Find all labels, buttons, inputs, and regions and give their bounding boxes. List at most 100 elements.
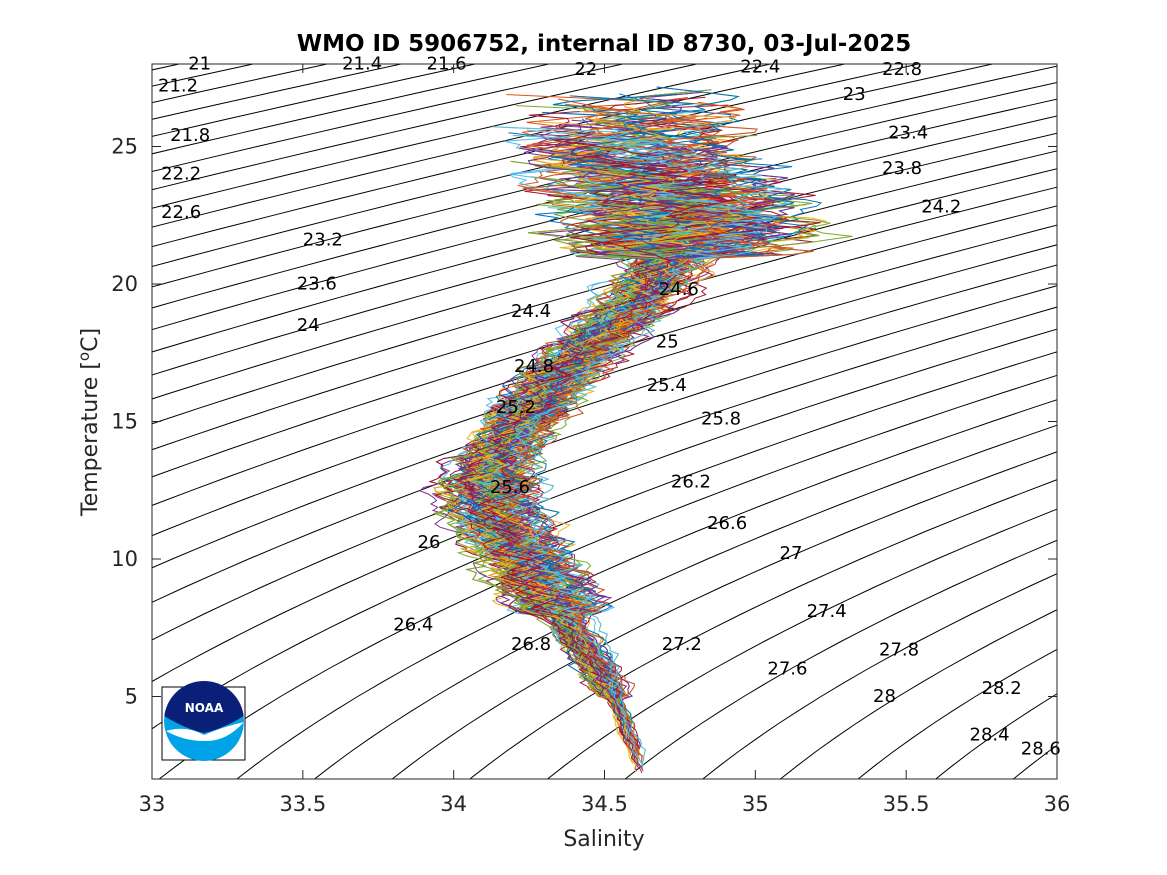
y-tick-label: 25 <box>111 135 138 159</box>
x-tick-label: 33 <box>139 792 166 816</box>
isopycnal-label: 21.2 <box>158 76 198 97</box>
logo-text: NOAA <box>185 701 224 715</box>
isopycnal-label: 23.8 <box>882 158 922 179</box>
isopycnal-label: 24.4 <box>511 301 551 322</box>
profile-line <box>473 184 752 669</box>
profile-line <box>495 129 779 768</box>
isopycnal-label: 23 <box>843 84 866 105</box>
isopycnal-line <box>546 508 1057 779</box>
isopycnal-line <box>152 81 1057 309</box>
chart-title: WMO ID 5906752, internal ID 8730, 03-Jul… <box>297 31 912 57</box>
axis-ticks <box>151 64 1058 779</box>
isopycnal-line <box>236 399 1057 779</box>
y-axis-label-sup: o <box>75 352 93 361</box>
isopycnal-label: 22.2 <box>161 164 201 185</box>
profile-line <box>481 133 731 677</box>
isopycnal-line <box>152 328 1057 683</box>
isopycnal-line <box>313 424 1057 779</box>
isopycnal-label: 28.4 <box>970 725 1010 746</box>
profile-lines <box>419 86 853 774</box>
isopycnal-label: 26.4 <box>393 615 433 636</box>
x-tick-label: 36 <box>1044 792 1071 816</box>
logo-upper <box>164 681 244 733</box>
profile-line <box>500 103 814 684</box>
profile-line <box>433 169 709 739</box>
isopycnal-line <box>779 609 1057 779</box>
isopycnal-line <box>152 224 1057 506</box>
y-axis-label-end: C] <box>78 328 103 352</box>
profile-line <box>505 135 785 767</box>
profile-line <box>446 93 679 742</box>
x-tick-label: 35 <box>742 792 769 816</box>
isopycnal-label: 26 <box>418 532 441 553</box>
profile-line <box>488 86 782 724</box>
isopycnal-label: 26.2 <box>671 472 711 493</box>
isopycnal-line <box>152 285 1057 603</box>
isopycnal-label: 23.4 <box>888 122 928 143</box>
isopycnal-label: 25.8 <box>701 408 741 429</box>
profile-line <box>472 95 795 675</box>
isopycnal-label: 27 <box>780 543 803 564</box>
isopycnal-label: 25.4 <box>647 375 687 396</box>
isopycnal-label: 28.2 <box>982 678 1022 699</box>
profile-line <box>432 200 665 712</box>
isopycnal-line <box>152 306 1057 641</box>
isopycnal-label: 23.6 <box>297 274 337 295</box>
profile-line <box>484 91 776 683</box>
profile-line <box>454 147 685 719</box>
x-tick-label: 35.5 <box>883 792 930 816</box>
isopycnal-label: 22.4 <box>740 56 780 77</box>
isopycnal-label: 28 <box>873 686 896 707</box>
isopycnal-line <box>624 539 1057 779</box>
isopycnal-line <box>152 64 774 209</box>
y-tick-label: 5 <box>125 685 138 709</box>
isopycnal-label: 25 <box>656 331 679 352</box>
isopycnal-label: 24.2 <box>921 197 961 218</box>
isopycnal-label: 25.2 <box>496 397 536 418</box>
isopycnal-line <box>152 115 1057 353</box>
x-tick-label: 33.5 <box>279 792 326 816</box>
isopycnal-line <box>158 374 1057 779</box>
isopycnal-label: 24.8 <box>514 356 554 377</box>
y-tick-label: 20 <box>111 272 138 296</box>
isopycnal-label: 27.6 <box>767 659 807 680</box>
isopycnal-line <box>391 451 1057 779</box>
isopycnal-label: 22 <box>574 59 597 80</box>
isopycnal-line <box>152 150 1057 400</box>
isopycnal-line <box>857 648 1057 779</box>
isopycnal-line <box>152 64 700 191</box>
isopycnal-label: 28.6 <box>1021 738 1061 759</box>
isopycnal-line <box>152 64 848 228</box>
isopycnal-line <box>152 186 1057 451</box>
isopycnal-label: 27.4 <box>807 601 847 622</box>
isopycnal-line <box>152 64 626 173</box>
isopycnal-label: 22.6 <box>161 202 201 223</box>
profile-line <box>494 141 795 749</box>
x-axis-label: Salinity <box>563 827 644 852</box>
x-tick-label: 34 <box>440 792 467 816</box>
isopycnal-line <box>152 132 1057 376</box>
isopycnal-label: 26.6 <box>707 513 747 534</box>
isopycnal-line <box>152 351 1057 730</box>
isopycnal-label: 25.6 <box>490 477 530 498</box>
isopycnal-line <box>152 244 1057 537</box>
isopycnal-label: 21.8 <box>170 125 210 146</box>
y-axis-label-main: Temperature [ <box>78 361 103 517</box>
logo-wave <box>166 722 244 742</box>
isopycnal-label: 26.8 <box>511 634 551 655</box>
isopycnal-label: 27.8 <box>879 639 919 660</box>
profile-line <box>459 177 731 765</box>
y-tick-label: 15 <box>111 410 138 434</box>
axis-tick-labels: 33 33.5 34 34.5 35 35.5 36 5 10 15 20 25 <box>111 135 1070 817</box>
isopycnal-label: 22.8 <box>882 59 922 80</box>
isopycnal-label: 24.6 <box>659 279 699 300</box>
isopycnal-line <box>152 64 921 248</box>
y-axis-label: Temperature [oC] <box>75 328 103 517</box>
isopycnal-line <box>152 98 1057 331</box>
isopycnal-label: 24 <box>297 315 320 336</box>
isopycnal-label: 23.2 <box>303 230 343 251</box>
profile-line <box>495 121 821 712</box>
noaa-logo: NOAA <box>161 681 246 761</box>
isopycnal-line <box>702 573 1057 779</box>
